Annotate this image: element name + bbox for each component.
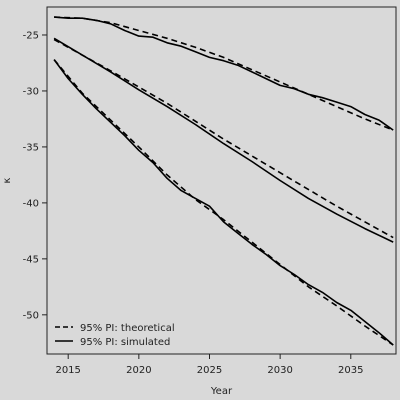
upper-dashed-line [54, 16, 394, 131]
y-tick-label: -50 [23, 310, 39, 321]
series-lines [53, 16, 394, 346]
y-axis-label: κ [2, 177, 13, 183]
y-tick-label: -35 [23, 142, 39, 153]
x-axis-label: Year [210, 386, 233, 397]
y-tick-label: -45 [23, 254, 39, 265]
y-tick-label: -30 [23, 86, 39, 97]
lower-dashed-line [53, 59, 394, 346]
x-tick-label: 2035 [338, 365, 363, 376]
y-tick-label: -40 [23, 198, 39, 209]
legend-label-theoretical: 95% PI: theoretical [80, 323, 175, 334]
x-tick-label: 2015 [55, 365, 80, 376]
legend-label-simulated: 95% PI: simulated [80, 337, 170, 348]
x-tick-label: 2020 [126, 365, 151, 376]
y-tick-label: -25 [23, 30, 39, 41]
lower-solid-line [53, 59, 394, 346]
x-tick-label: 2025 [197, 365, 222, 376]
x-tick-label: 2030 [267, 365, 292, 376]
legend: 95% PI: theoretical 95% PI: simulated [55, 323, 175, 348]
axis-ticks: 2015 2020 2025 2030 2035 -25 -30 -35 -40 -45 -50 [23, 30, 364, 376]
center-solid-line [53, 37, 394, 243]
upper-solid-line [54, 16, 394, 131]
plot-frame [46, 6, 397, 355]
center-dashed-line [53, 38, 394, 239]
